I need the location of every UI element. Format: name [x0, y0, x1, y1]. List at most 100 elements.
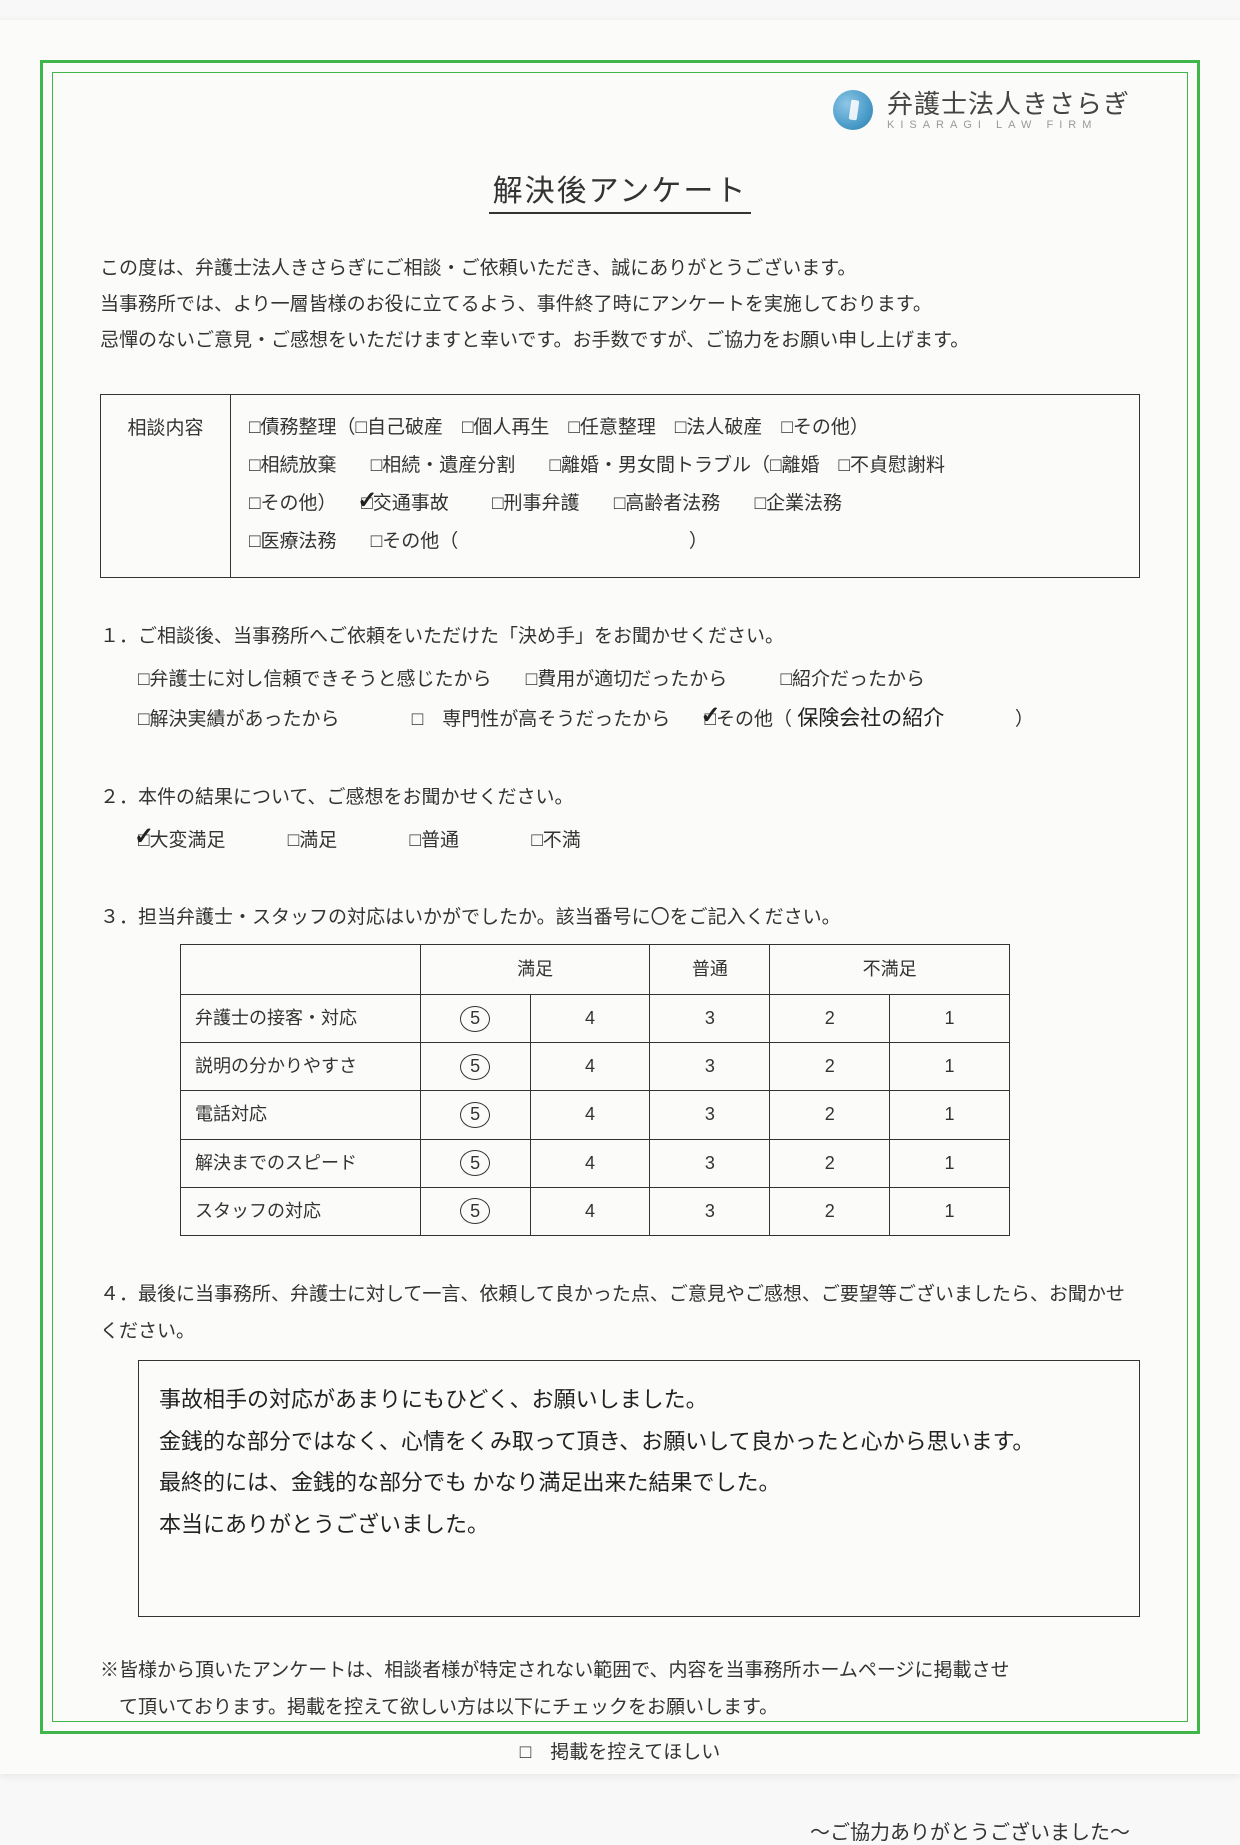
rating-cell[interactable]: 5 [420, 1187, 530, 1235]
title-text: 解決後アンケート [489, 175, 752, 214]
q4-text: ４．最後に当事務所、弁護士に対して一言、依頼して良かった点、ご意見やご感想、ご要… [100, 1276, 1140, 1350]
opt-souzoku-houki[interactable]: □相続放棄 [249, 455, 336, 476]
rating-cell[interactable]: 3 [650, 1187, 770, 1235]
q1-opt-other: その他（ [716, 709, 792, 730]
table-row: 電話対応 5 4 3 2 1 [181, 1091, 1010, 1139]
circle-icon [460, 1054, 490, 1080]
hdr-normal: 普通 [650, 945, 770, 995]
rating-cell[interactable]: 1 [890, 1139, 1010, 1187]
rating-cell[interactable]: 5 [420, 1139, 530, 1187]
rating-cell[interactable]: 3 [650, 1043, 770, 1091]
opt-saimu[interactable]: □債務整理（□自己破産 □個人再生 □任意整理 □法人破産 □その他） [249, 417, 869, 438]
q1-opt-expert[interactable]: □ 専門性が高そうだったから [412, 709, 670, 730]
q1-other-close: ） [1015, 709, 1034, 730]
rating-cell[interactable]: 1 [890, 995, 1010, 1043]
opt-rikon[interactable]: □離婚・男女間トラブル（□離婚 □不貞慰謝料 [550, 455, 945, 476]
q1-opt-results[interactable]: □解決実績があったから [138, 709, 339, 730]
opt-kigyou[interactable]: □企業法務 [755, 493, 842, 514]
circle-icon [460, 1150, 490, 1176]
footnote-line: て頂いております。掲載を控えて欲しい方は以下にチェックをお願いします。 [100, 1689, 1140, 1726]
logo-text: 弁護士法人きさらぎ KISARAGI LAW FIRM [887, 90, 1130, 131]
rating-cell[interactable]: 3 [650, 995, 770, 1043]
circle-icon [460, 1102, 490, 1128]
intro-line: この度は、弁護士法人きさらぎにご相談・ご依頼いただき、誠にありがとうございます。 [100, 251, 1140, 287]
rating-cell[interactable]: 4 [530, 1139, 650, 1187]
footnote-line: ※皆様から頂いたアンケートは、相談者様が特定されない範囲で、内容を当事務所ホーム… [100, 1652, 1140, 1689]
q1-opt-intro[interactable]: □紹介だったから [781, 669, 925, 690]
opt-sonota[interactable]: □その他（ [371, 531, 458, 552]
opt-sonota-close: ） [689, 531, 708, 552]
rating-cell[interactable]: 1 [890, 1043, 1010, 1091]
q2-opts: □大変満足 □満足 □普通 □不満 [100, 822, 1140, 859]
table-row: 弁護士の接客・対応 5 4 3 2 1 [181, 995, 1010, 1043]
opt-koutsu-checkbox[interactable]: □ [361, 485, 372, 523]
rating-cell[interactable]: 5 [420, 1091, 530, 1139]
q1-opt-trust[interactable]: □弁護士に対し信頼できそうと感じたから [138, 669, 491, 690]
rating-cell[interactable]: 5 [420, 1043, 530, 1091]
page: 弁護士法人きさらぎ KISARAGI LAW FIRM 解決後アンケート この度… [0, 20, 1240, 1774]
comment-line: 最終的には、金銭的な部分でも かなり満足出来た結果でした。 [159, 1462, 1119, 1504]
rating-cell[interactable]: 2 [770, 1139, 890, 1187]
q1-other-handwritten: 保険会社の紹介 [797, 706, 944, 730]
comment-box[interactable]: 事故相手の対応があまりにもひどく、お願いしました。 金銭的な部分ではなく、心情を… [138, 1360, 1140, 1617]
rating-table: 満足 普通 不満足 弁護士の接客・対応 5 4 3 2 1 説明の分かりやすさ … [180, 944, 1010, 1236]
opt-souzoku-bunkatsu[interactable]: □相続・遺産分割 [371, 455, 515, 476]
publish-optout[interactable]: □ 掲載を控えてほしい [100, 1734, 1140, 1771]
q1-text: １．ご相談後、当事務所へご依頼をいただけた「決め手」をお聞かせください。 [100, 618, 1140, 655]
rating-cell[interactable]: 5 [420, 995, 530, 1043]
q1-opt-other-checkbox[interactable]: □ [705, 701, 716, 738]
q1-opts: □弁護士に対し信頼できそうと感じたから □費用が適切だったから □紹介だったから [100, 661, 1140, 698]
q2-opt1: 大変満足 [149, 830, 225, 851]
hdr-satisfied: 満足 [420, 945, 650, 995]
opt-keiji[interactable]: □刑事弁護 [492, 493, 579, 514]
row-label: 電話対応 [181, 1091, 421, 1139]
rating-cell[interactable]: 2 [770, 995, 890, 1043]
q2-opt1-checkbox[interactable]: □ [138, 822, 149, 859]
opt-koureisha[interactable]: □高齢者法務 [614, 493, 720, 514]
rating-cell[interactable]: 2 [770, 1187, 890, 1235]
rating-cell[interactable]: 3 [650, 1091, 770, 1139]
q3: ３．担当弁護士・スタッフの対応はいかがでしたか。該当番号に〇をご記入ください。 … [100, 899, 1140, 1236]
comment-line: 事故相手の対応があまりにもひどく、お願いしました。 [159, 1379, 1119, 1421]
logo-sub: KISARAGI LAW FIRM [887, 119, 1130, 131]
rating-cell[interactable]: 1 [890, 1091, 1010, 1139]
q1: １．ご相談後、当事務所へご依頼をいただけた「決め手」をお聞かせください。 □弁護… [100, 618, 1140, 739]
logo-row: 弁護士法人きさらぎ KISARAGI LAW FIRM [100, 85, 1140, 131]
table-row: スタッフの対応 5 4 3 2 1 [181, 1187, 1010, 1235]
q2-opt4[interactable]: □不満 [531, 830, 580, 851]
rating-cell[interactable]: 4 [530, 1043, 650, 1091]
comment-line: 本当にありがとうございました。 [159, 1504, 1119, 1546]
table-row: 説明の分かりやすさ 5 4 3 2 1 [181, 1043, 1010, 1091]
q2-opt3[interactable]: □普通 [410, 830, 459, 851]
intro-line: 当事務所では、より一層皆様のお役に立てるよう、事件終了時にアンケートを実施してお… [100, 287, 1140, 323]
opt-sonota-inner[interactable]: □その他） [249, 493, 327, 514]
comment-line: 金銭的な部分ではなく、心情をくみ取って頂き、お願いして良かったと心から思います。 [159, 1421, 1119, 1463]
q4: ４．最後に当事務所、弁護士に対して一言、依頼して良かった点、ご意見やご感想、ご要… [100, 1276, 1140, 1617]
footnote: ※皆様から頂いたアンケートは、相談者様が特定されない範囲で、内容を当事務所ホーム… [100, 1652, 1140, 1771]
rating-cell[interactable]: 4 [530, 1091, 650, 1139]
rating-cell[interactable]: 1 [890, 1187, 1010, 1235]
q2-opt2[interactable]: □満足 [288, 830, 337, 851]
logo-icon [833, 90, 873, 130]
rating-cell[interactable]: 4 [530, 995, 650, 1043]
q1-opt-cost[interactable]: □費用が適切だったから [526, 669, 727, 690]
circle-icon [460, 1006, 490, 1032]
circle-icon [460, 1198, 490, 1224]
rating-cell[interactable]: 2 [770, 1091, 890, 1139]
consult-row: □債務整理（□自己破産 □個人再生 □任意整理 □法人破産 □その他） [249, 409, 1121, 447]
hdr-blank [181, 945, 421, 995]
opt-koutsu: 交通事故 [373, 493, 449, 514]
hdr-unsatisfied: 不満足 [770, 945, 1010, 995]
page-title: 解決後アンケート [100, 166, 1140, 216]
rating-cell[interactable]: 4 [530, 1187, 650, 1235]
consult-label: 相談内容 [101, 395, 231, 577]
consult-body: □債務整理（□自己破産 □個人再生 □任意整理 □法人破産 □その他） □相続放… [231, 395, 1139, 577]
intro-line: 忌憚のないご意見・ご感想をいただけますと幸いです。お手数ですが、ご協力をお願い申… [100, 323, 1140, 359]
intro: この度は、弁護士法人きさらぎにご相談・ご依頼いただき、誠にありがとうございます。… [100, 251, 1140, 359]
consult-row: □相続放棄 □相続・遺産分割 □離婚・男女間トラブル（□離婚 □不貞慰謝料 [249, 447, 1121, 485]
q1-opts-row2: □解決実績があったから □ 専門性が高そうだったから □その他（ 保険会社の紹介… [100, 698, 1140, 739]
q3-text: ３．担当弁護士・スタッフの対応はいかがでしたか。該当番号に〇をご記入ください。 [100, 899, 1140, 936]
opt-iryou[interactable]: □医療法務 [249, 531, 336, 552]
rating-cell[interactable]: 2 [770, 1043, 890, 1091]
rating-cell[interactable]: 3 [650, 1139, 770, 1187]
